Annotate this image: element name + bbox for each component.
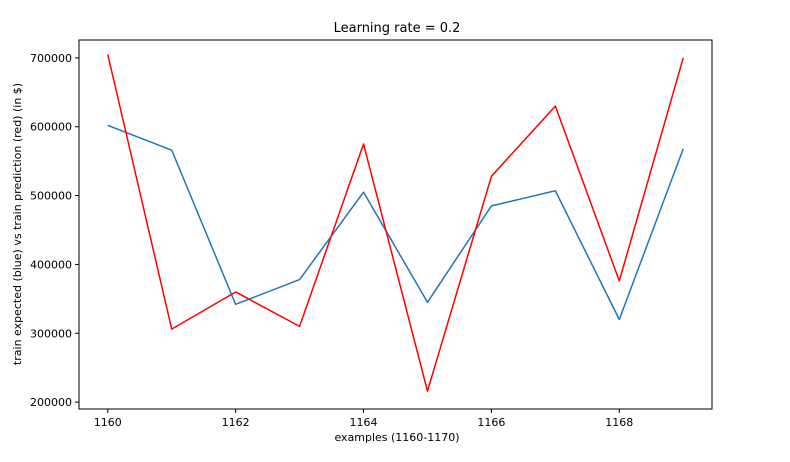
y-tick-label: 300000 — [30, 327, 72, 340]
y-tick-label: 500000 — [30, 190, 72, 203]
plot-frame — [78, 39, 713, 410]
y-axis-label: train expected (blue) vs train predictio… — [11, 83, 24, 365]
x-tick-label: 1166 — [477, 416, 505, 429]
x-axis-label: examples (1160-1170) — [334, 431, 459, 444]
y-tick-label: 600000 — [30, 121, 72, 134]
y-axis-ticks: 200000 300000 400000 500000 600000 700000 — [30, 52, 79, 409]
y-tick-label: 700000 — [30, 52, 72, 65]
y-tick-label: 400000 — [30, 258, 72, 271]
series-line-0 — [107, 124, 684, 321]
x-tick-label: 1164 — [350, 416, 378, 429]
x-axis-ticks: 1160 1162 1164 1166 1168 — [94, 409, 633, 429]
chart-title: Learning rate = 0.2 — [334, 21, 461, 36]
y-tick-label: 200000 — [30, 396, 72, 409]
series-layer — [107, 54, 684, 392]
x-tick-label: 1160 — [94, 416, 122, 429]
x-tick-label: 1168 — [605, 416, 633, 429]
series-line-1 — [107, 54, 684, 392]
x-tick-label: 1162 — [222, 416, 250, 429]
